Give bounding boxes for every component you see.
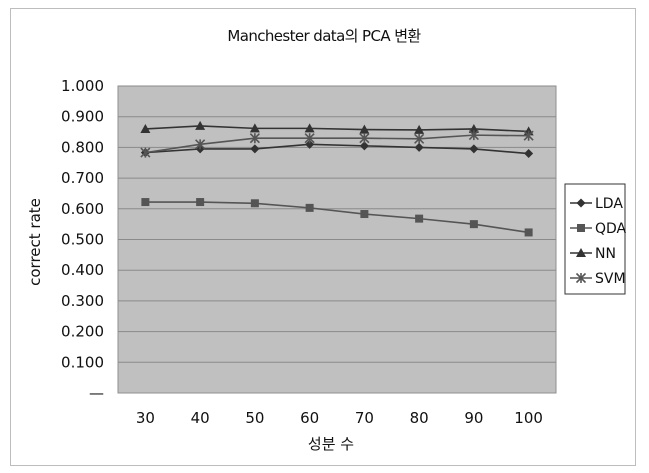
legend-marker [576, 198, 586, 208]
y-tick-label: 0.300 [61, 292, 104, 310]
series-qda [141, 198, 533, 237]
x-tick-label: 50 [245, 409, 264, 427]
data-point [468, 123, 479, 133]
data-point [195, 139, 206, 150]
x-tick-label: 30 [136, 409, 155, 427]
y-tick-label: 0.400 [61, 261, 104, 279]
data-point [305, 139, 315, 149]
legend-label: NN [595, 246, 616, 262]
legend-entry-nn: NN [570, 246, 616, 262]
data-point [523, 130, 534, 141]
series-svm [140, 130, 534, 158]
data-point [249, 133, 260, 144]
data-point [414, 133, 425, 144]
data-point [359, 124, 370, 134]
x-tick-label: 100 [514, 409, 543, 427]
data-point [250, 144, 260, 154]
series-line [145, 134, 529, 154]
data-point [250, 199, 259, 208]
y-tick-label: 1.000 [61, 77, 104, 95]
x-tick-label: 80 [410, 409, 429, 427]
y-tick-label: 0.600 [61, 200, 104, 218]
data-point [414, 142, 424, 152]
series-line [145, 143, 529, 155]
legend-entry-lda: LDA [570, 196, 623, 212]
series-line [145, 201, 529, 234]
x-tick-label: 60 [300, 409, 319, 427]
chart-title: Manchester data의 PCA 변환 [227, 27, 421, 45]
data-point [415, 214, 424, 223]
y-tick-label: 0.700 [61, 169, 104, 187]
y-tick-label: 0.900 [61, 108, 104, 126]
data-point [359, 133, 370, 144]
legend: LDA QDA NN SVM [564, 183, 627, 295]
x-tick-label: 40 [191, 409, 210, 427]
data-point [141, 198, 150, 207]
y-tick-label: 0.100 [61, 353, 104, 371]
x-tick-label: 90 [464, 409, 483, 427]
legend-marker [577, 224, 585, 232]
data-point [249, 123, 260, 133]
data-point [195, 120, 206, 130]
legend-marker [575, 272, 587, 284]
data-point [140, 147, 151, 158]
data-point [414, 124, 425, 134]
data-point [140, 123, 151, 133]
data-point [304, 123, 315, 133]
legend-label: LDA [595, 196, 623, 212]
legend-marker [576, 248, 586, 257]
legend-label: SVM [595, 271, 626, 287]
data-point [304, 133, 315, 144]
data-point [469, 220, 478, 229]
y-axis-label: correct rate [26, 198, 44, 286]
y-tick-label: 0.800 [61, 138, 104, 156]
data-point [305, 203, 314, 212]
legend-entry-qda: QDA [570, 221, 627, 237]
data-point [196, 198, 205, 207]
legend-entry-svm: SVM [570, 271, 626, 287]
plot-area: 1.000 0.900 0.800 0.700 0.600 0.500 0.400 0.300… [61, 77, 557, 427]
series-line [145, 125, 529, 133]
y-tick-label: — [89, 384, 104, 402]
x-axis-label: 성분 수 [308, 435, 354, 453]
data-point [469, 144, 479, 154]
data-point [524, 149, 534, 159]
x-tick-label: 70 [355, 409, 374, 427]
data-point [468, 130, 479, 141]
data-point [360, 210, 369, 219]
data-point [524, 228, 533, 237]
y-tick-label: 0.500 [61, 231, 104, 249]
y-tick-label: 0.200 [61, 323, 104, 341]
legend-label: QDA [595, 221, 627, 237]
data-point [359, 141, 369, 151]
